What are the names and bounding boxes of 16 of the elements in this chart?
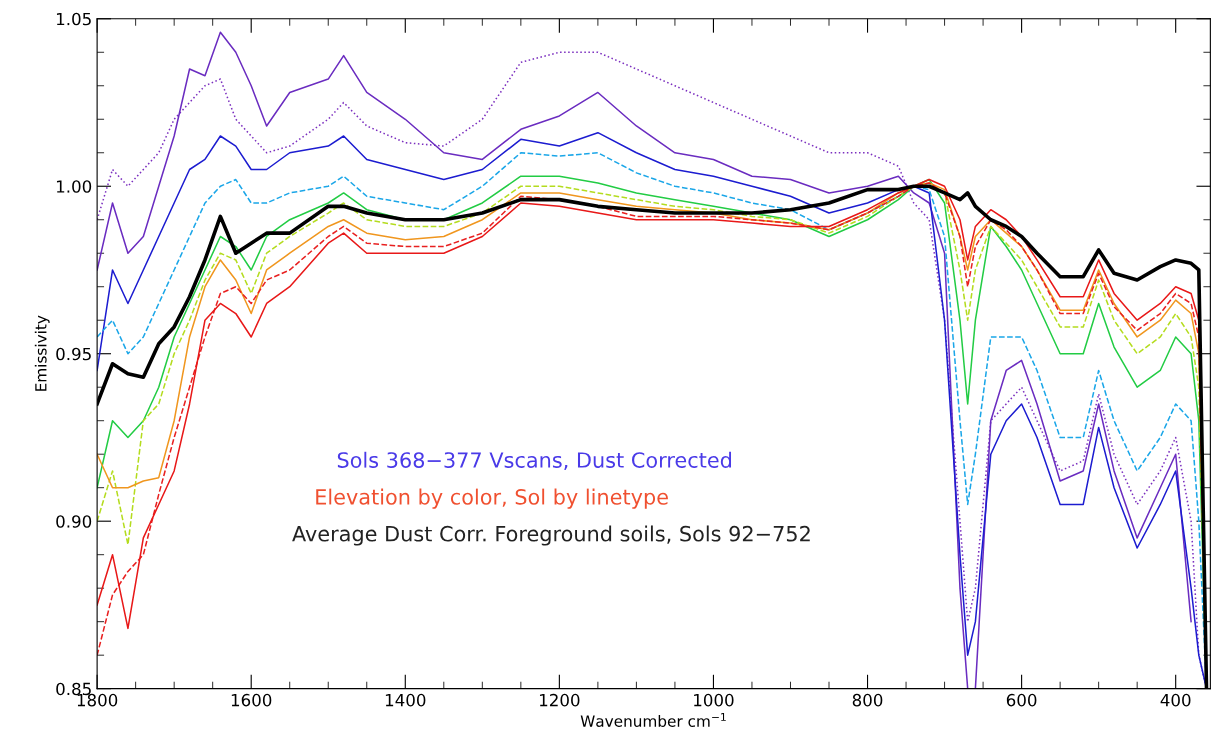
x-tick-label: 1400 bbox=[385, 693, 426, 707]
x-tick-label: 400 bbox=[1160, 693, 1191, 707]
x-tick-label: 1600 bbox=[231, 693, 272, 707]
y-tick-label: 1.05 bbox=[56, 12, 91, 26]
x-tick-label: 600 bbox=[1006, 693, 1037, 707]
x-axis-title: Wavenumber cm$^{−1}$ bbox=[580, 713, 726, 727]
y-tick-label: 0.90 bbox=[56, 515, 92, 528]
annotation: Elevation by color, Sol by linetype bbox=[316, 488, 668, 509]
annotation: Average Dust Corr. Foreground soils, Sols 92−752 bbox=[292, 525, 810, 546]
y-axis-title: Emissivity bbox=[34, 315, 50, 391]
annotation: Sols 368−377 Vscans, Dust Corrected bbox=[337, 451, 732, 471]
x-tick-label: 1000 bbox=[694, 693, 734, 707]
y-tick-label: 0.95 bbox=[56, 347, 91, 361]
x-tick-label: 800 bbox=[852, 693, 883, 707]
x-tick-label: 1200 bbox=[539, 693, 580, 707]
y-tick-label: 1.00 bbox=[56, 180, 92, 193]
